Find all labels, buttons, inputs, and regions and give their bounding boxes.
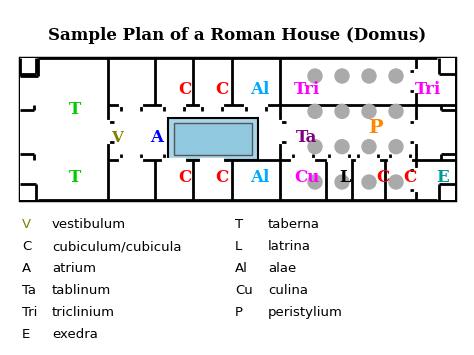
Circle shape bbox=[335, 104, 349, 118]
Text: alae: alae bbox=[268, 262, 296, 275]
Circle shape bbox=[308, 69, 322, 83]
Text: Ta: Ta bbox=[22, 284, 36, 297]
Text: Cu: Cu bbox=[294, 169, 319, 186]
Text: Ta: Ta bbox=[296, 130, 318, 147]
Text: L: L bbox=[235, 240, 242, 253]
Circle shape bbox=[308, 104, 322, 118]
Text: exedra: exedra bbox=[52, 328, 98, 341]
Circle shape bbox=[362, 69, 376, 83]
Text: Cu: Cu bbox=[235, 284, 253, 297]
Text: P: P bbox=[235, 306, 243, 319]
Text: C: C bbox=[215, 82, 228, 98]
Text: C: C bbox=[403, 169, 417, 186]
Circle shape bbox=[335, 140, 349, 154]
Text: C: C bbox=[178, 82, 191, 98]
Circle shape bbox=[362, 104, 376, 118]
Circle shape bbox=[335, 175, 349, 189]
Text: Tri: Tri bbox=[415, 82, 441, 98]
Text: C: C bbox=[376, 169, 390, 186]
Text: Al: Al bbox=[250, 82, 270, 98]
Text: E: E bbox=[437, 169, 449, 186]
Text: Tri: Tri bbox=[294, 82, 320, 98]
Text: culina: culina bbox=[268, 284, 308, 297]
Text: V: V bbox=[22, 218, 31, 231]
Circle shape bbox=[308, 175, 322, 189]
Circle shape bbox=[308, 140, 322, 154]
Text: T: T bbox=[69, 102, 81, 119]
Bar bbox=[20, 58, 455, 200]
Text: T: T bbox=[235, 218, 243, 231]
Text: triclinium: triclinium bbox=[52, 306, 115, 319]
Bar bbox=[20, 58, 455, 200]
Text: taberna: taberna bbox=[268, 218, 320, 231]
Circle shape bbox=[362, 140, 376, 154]
Text: vestibulum: vestibulum bbox=[52, 218, 126, 231]
Text: atrium: atrium bbox=[52, 262, 96, 275]
Text: Sample Plan of a Roman House (Domus): Sample Plan of a Roman House (Domus) bbox=[48, 27, 426, 44]
Text: Al: Al bbox=[235, 262, 248, 275]
Circle shape bbox=[389, 175, 403, 189]
Text: L: L bbox=[339, 169, 351, 186]
Text: E: E bbox=[22, 328, 30, 341]
Circle shape bbox=[389, 104, 403, 118]
Circle shape bbox=[335, 69, 349, 83]
Text: tablinum: tablinum bbox=[52, 284, 111, 297]
Circle shape bbox=[389, 69, 403, 83]
Text: C: C bbox=[22, 240, 31, 253]
Bar bbox=[168, 118, 258, 160]
Text: A: A bbox=[151, 130, 164, 147]
Circle shape bbox=[389, 140, 403, 154]
Text: C: C bbox=[178, 169, 191, 186]
Bar bbox=[174, 123, 252, 155]
Text: V: V bbox=[111, 131, 123, 145]
Text: Al: Al bbox=[250, 169, 270, 186]
Text: Tri: Tri bbox=[22, 306, 37, 319]
Text: cubiculum/cubicula: cubiculum/cubicula bbox=[52, 240, 182, 253]
Text: P: P bbox=[368, 119, 383, 137]
Text: peristylium: peristylium bbox=[268, 306, 343, 319]
Text: T: T bbox=[69, 169, 81, 186]
Text: C: C bbox=[215, 169, 228, 186]
Circle shape bbox=[362, 175, 376, 189]
Text: latrina: latrina bbox=[268, 240, 311, 253]
Text: A: A bbox=[22, 262, 31, 275]
